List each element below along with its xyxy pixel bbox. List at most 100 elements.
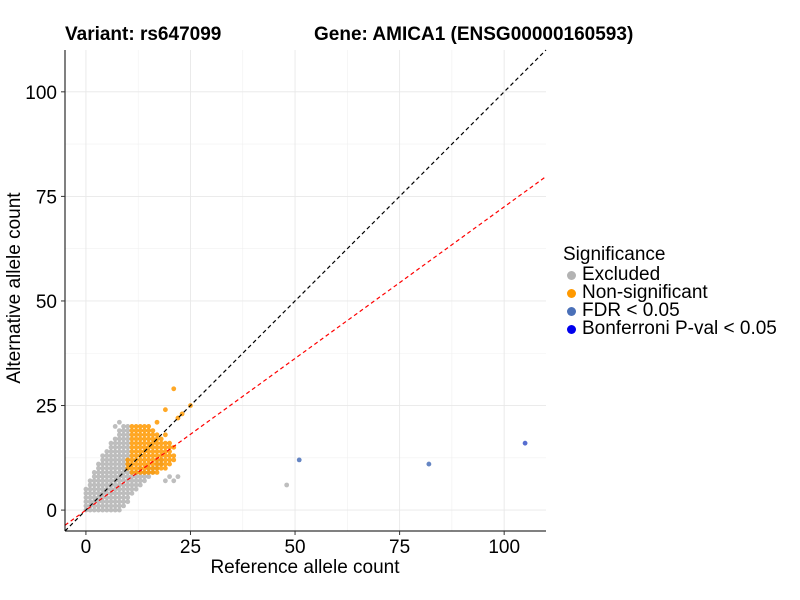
data-point (129, 428, 135, 434)
data-point (137, 424, 143, 429)
data-point (162, 478, 168, 484)
x-tick-label: 100 (488, 537, 520, 558)
data-point (108, 465, 114, 471)
data-point (142, 453, 147, 459)
legend-item-bonferroni: Bonferroni P-val < 0.05 (563, 318, 777, 339)
data-point (150, 457, 156, 463)
data-point (116, 444, 122, 450)
data-point (175, 474, 181, 480)
data-point (112, 436, 118, 442)
legend-key-dot (567, 270, 576, 280)
data-point (91, 507, 97, 513)
data-point (121, 486, 126, 492)
data-point (154, 461, 160, 467)
data-point (125, 495, 131, 500)
data-point (87, 486, 93, 492)
data-point (112, 470, 118, 475)
data-point (112, 507, 118, 513)
data-point (146, 453, 152, 459)
data-point (87, 490, 93, 496)
legend-item-fdr: FDR < 0.05 (563, 300, 777, 321)
data-point (150, 453, 156, 459)
data-point (142, 461, 147, 467)
data-point (158, 440, 164, 446)
chart-title-variant: Variant: rs647099 (65, 24, 222, 45)
data-point (96, 490, 101, 496)
data-point (104, 461, 110, 467)
data-point (83, 495, 89, 500)
data-point (125, 424, 131, 429)
data-point (104, 478, 110, 484)
data-point (112, 465, 118, 471)
data-point (96, 486, 101, 492)
data-point (87, 499, 93, 505)
data-point (100, 457, 106, 463)
data-point (129, 465, 135, 471)
data-point (171, 478, 177, 484)
data-point (133, 474, 139, 480)
data-point (100, 453, 106, 459)
data-point (133, 428, 139, 434)
data-point (108, 490, 114, 496)
data-point (87, 482, 93, 488)
y-tick-label: 25 (36, 397, 57, 418)
legend-label: FDR < 0.05 (582, 300, 680, 321)
data-point (108, 453, 114, 459)
data-point (142, 470, 147, 475)
data-point (142, 474, 147, 480)
data-point (116, 461, 122, 467)
data-point (154, 444, 160, 450)
data-point (133, 436, 139, 442)
data-point (158, 436, 164, 442)
data-point (121, 457, 126, 463)
data-point (125, 432, 131, 438)
data-point (158, 457, 164, 463)
data-point (100, 470, 106, 475)
data-point (116, 478, 122, 484)
data-point (116, 507, 122, 513)
data-point (133, 461, 139, 467)
data-point (125, 449, 131, 454)
axes: 0 25 50 75 100 0 25 50 75 100 (25, 50, 546, 558)
data-point (154, 465, 160, 471)
data-point (158, 461, 164, 467)
data-point (96, 470, 101, 475)
data-point (116, 453, 122, 459)
data-point (167, 457, 172, 463)
data-point (112, 457, 118, 463)
data-point (100, 503, 106, 509)
data-point (125, 499, 131, 505)
data-point (121, 436, 126, 442)
data-point (116, 436, 122, 442)
data-point (150, 470, 156, 475)
data-point (91, 482, 97, 488)
data-point (87, 478, 93, 484)
data-point (112, 453, 118, 459)
data-point (83, 503, 89, 509)
data-point (133, 440, 139, 446)
data-point (522, 440, 528, 446)
data-point (171, 453, 177, 459)
legend-title: Significance (563, 244, 666, 265)
data-point (146, 470, 152, 475)
data-point (104, 449, 110, 454)
grid-lines (65, 50, 546, 531)
data-point (91, 490, 97, 496)
legend-label: Non-significant (582, 282, 708, 303)
x-tick-label: 25 (180, 537, 201, 558)
data-point (125, 440, 131, 446)
data-point (146, 465, 152, 471)
data-point (112, 474, 118, 480)
data-point (162, 440, 168, 446)
data-point (96, 482, 101, 488)
data-point (171, 386, 177, 392)
data-point (121, 495, 126, 500)
data-point (91, 503, 97, 509)
data-point (142, 432, 147, 438)
data-points (83, 386, 528, 513)
data-point (162, 453, 168, 459)
data-point (129, 490, 135, 496)
data-point (146, 457, 152, 463)
data-point (162, 461, 168, 467)
